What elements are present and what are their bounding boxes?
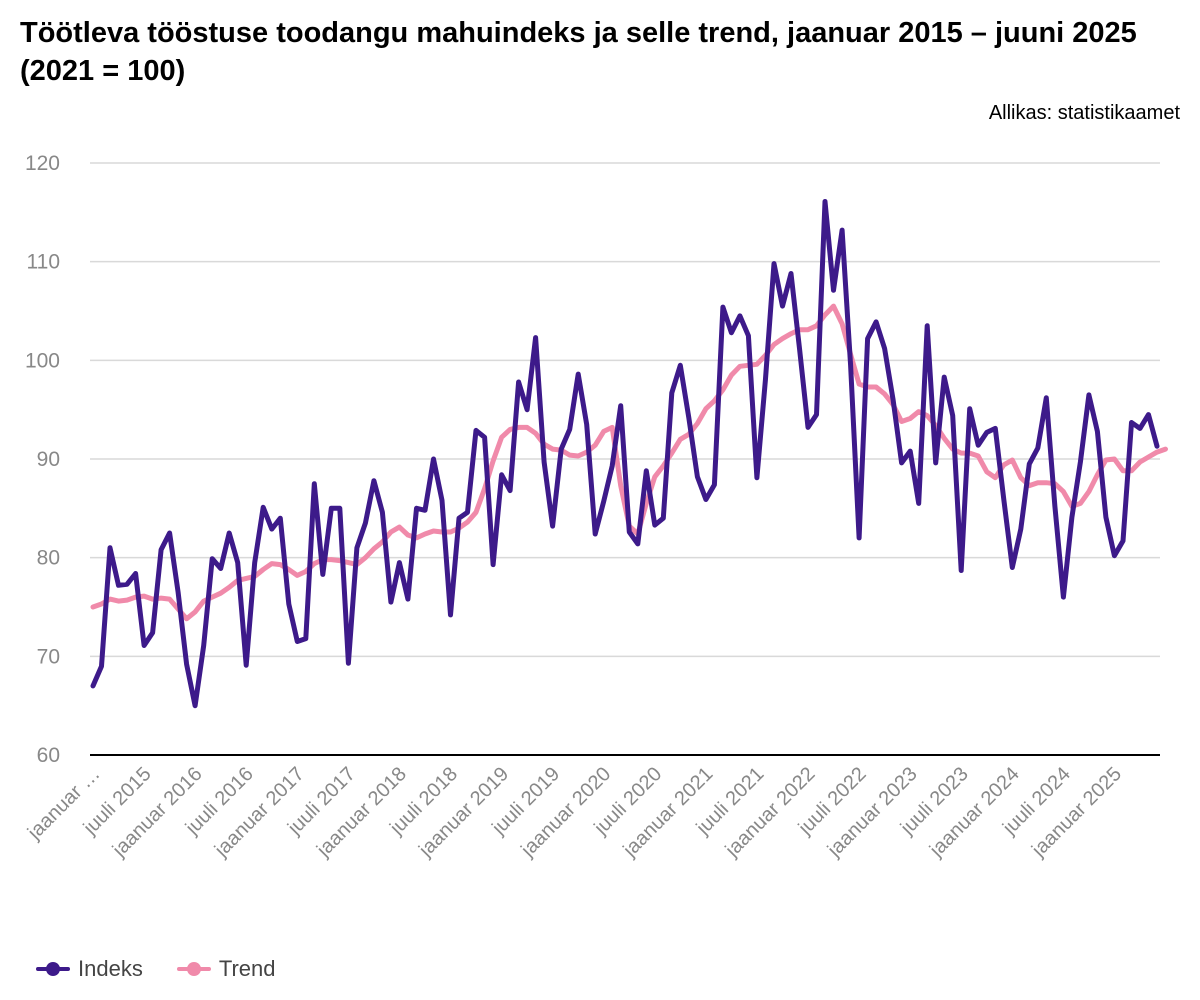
chart-title: Töötleva tööstuse toodangu mahuindeks ja…	[20, 17, 1137, 87]
y-axis-ticks: 60 70 80 90 100 110 120	[25, 152, 60, 767]
line-chart: 60 70 80 90 100 110 120 jaanuar …juuli 2015jaa…	[23, 152, 1168, 862]
legend-label-indeks: Indeks	[78, 956, 143, 981]
source-note: Allikas: statistikaamet	[988, 102, 1180, 124]
y-tick-label: 60	[37, 744, 60, 767]
legend-swatch-trend	[176, 962, 211, 976]
legend-label-trend: Trend	[218, 956, 276, 981]
y-tick-label: 90	[37, 448, 60, 471]
series-lines	[90, 199, 1168, 709]
gridlines	[90, 162, 1160, 658]
y-tick-label: 110	[27, 251, 60, 274]
y-tick-label: 80	[37, 547, 60, 570]
legend-item-trend[interactable]: Trend	[176, 956, 276, 982]
legend-item-indeks[interactable]: Indeks	[36, 956, 143, 982]
y-tick-label: 100	[25, 349, 60, 372]
legend-swatch-indeks	[36, 962, 70, 976]
y-tick-label: 120	[25, 152, 60, 175]
series-line-indeks	[90, 199, 1160, 709]
legend: Indeks Trend	[36, 956, 275, 982]
x-tick-label: jaanuar 2025	[1027, 763, 1126, 862]
y-tick-label: 70	[37, 645, 60, 668]
